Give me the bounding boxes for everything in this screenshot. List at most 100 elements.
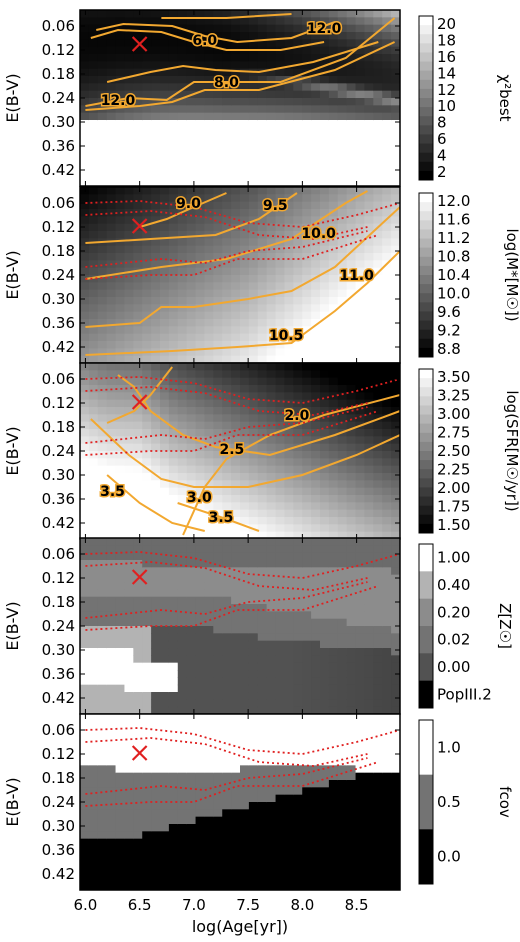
heatmap-cell [213, 112, 223, 121]
heatmap-cell [364, 304, 374, 313]
heatmap-cell [195, 399, 206, 408]
heatmap-cell [142, 436, 152, 445]
heatmap-cell [284, 260, 294, 269]
heatmap-cell [275, 758, 286, 766]
heatmap-cell [266, 531, 277, 539]
heatmap-cell [231, 414, 241, 423]
heatmap-cell [337, 480, 348, 489]
y-tick-label: 0.24 [42, 89, 75, 107]
heatmap-cell [364, 326, 374, 335]
heatmap-cell [115, 765, 126, 774]
y-axis-label: E(B-V) [3, 73, 22, 122]
contour-line [85, 250, 400, 356]
heatmap-cell [373, 816, 383, 825]
heatmap-cell [266, 76, 277, 84]
heatmap-cell [124, 216, 134, 225]
heatmap-cell [275, 187, 286, 195]
heatmap-cell [222, 355, 232, 363]
heatmap-cell [186, 699, 197, 708]
heatmap-cell [328, 127, 339, 136]
heatmap-cell [142, 502, 152, 511]
heatmap-cell [133, 83, 143, 92]
heatmap-cell [284, 677, 294, 686]
heatmap-cell [142, 538, 152, 546]
heatmap-cell [151, 194, 161, 203]
heatmap-cell [168, 289, 179, 298]
x-axis-label: log(Age[yr]) [192, 917, 288, 936]
heatmap-cell [168, 509, 179, 518]
heatmap-cell [80, 414, 90, 423]
heatmap-cell [106, 480, 117, 489]
heatmap-cell [248, 838, 259, 847]
heatmap-cell [320, 706, 330, 714]
heatmap-cell [311, 421, 321, 430]
heatmap-cell [346, 473, 357, 481]
heatmap-cell [382, 39, 392, 48]
heatmap-cell [142, 17, 152, 26]
heatmap-cell [151, 156, 161, 165]
heatmap-cell [97, 443, 108, 452]
heatmap-cell [284, 875, 294, 884]
heatmap-cell [391, 640, 400, 649]
heatmap-cell [355, 677, 366, 686]
heatmap-cell [364, 480, 374, 489]
heatmap-cell [391, 105, 400, 114]
heatmap-cell [195, 304, 206, 313]
heatmap-cell [213, 589, 223, 598]
heatmap-cell [97, 46, 108, 55]
heatmap-cell [124, 706, 134, 714]
heatmap-cell [337, 545, 348, 554]
heatmap-cell [88, 282, 99, 291]
heatmap-cell [80, 794, 90, 803]
heatmap-cell [80, 714, 90, 722]
heatmap-cell [364, 194, 374, 203]
heatmap-cell [391, 245, 400, 254]
heatmap-cell [382, 765, 392, 774]
heatmap-cell [293, 758, 303, 766]
heatmap-cell [382, 24, 392, 33]
heatmap-cell [373, 134, 383, 143]
heatmap-cell [391, 429, 400, 437]
heatmap-cell [248, 399, 259, 408]
heatmap-cell [311, 787, 321, 796]
heatmap-cell [195, 560, 206, 568]
heatmap-cell [160, 370, 170, 379]
heatmap-cell [257, 517, 268, 525]
heatmap-cell [186, 399, 197, 408]
heatmap-cell [115, 465, 126, 474]
heatmap-cell [240, 112, 250, 121]
heatmap-cell [284, 297, 294, 305]
heatmap-cell [275, 142, 286, 150]
heatmap-cell [302, 24, 312, 33]
heatmap-cell [124, 545, 134, 554]
heatmap-cell [222, 633, 232, 642]
heatmap-cell [284, 780, 294, 788]
heatmap-cell [373, 275, 383, 283]
heatmap-cell [364, 363, 374, 371]
heatmap-cell [248, 794, 259, 803]
heatmap-cell [124, 370, 134, 379]
heatmap-cell [364, 824, 374, 832]
heatmap-cell [248, 319, 259, 327]
heatmap-cell [204, 355, 214, 363]
heatmap-cell [266, 495, 277, 503]
heatmap-cell [177, 319, 188, 327]
heatmap-cell [204, 10, 214, 18]
heatmap-cell [391, 545, 400, 554]
heatmap-cell [151, 531, 161, 539]
heatmap-cell [88, 604, 99, 612]
heatmap-cell [133, 604, 143, 612]
heatmap-cell [115, 596, 126, 605]
heatmap-cell [293, 319, 303, 327]
heatmap-cell [177, 706, 188, 714]
heatmap-cell [382, 618, 392, 627]
heatmap-cell [106, 495, 117, 503]
heatmap-cell [311, 495, 321, 503]
heatmap-cell [275, 399, 286, 408]
heatmap-cell [293, 201, 303, 210]
heatmap-cell [160, 156, 170, 165]
heatmap-cell [124, 209, 134, 217]
heatmap-cell [328, 267, 339, 276]
heatmap-cell [160, 149, 170, 158]
heatmap-cell [115, 567, 126, 576]
